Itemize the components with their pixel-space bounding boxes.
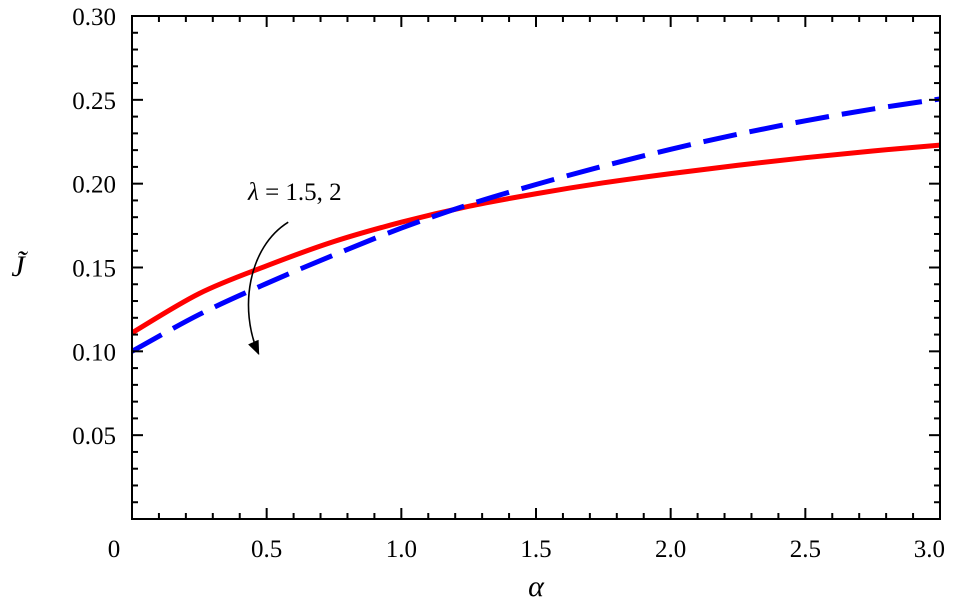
y-tick-label: 0.05 xyxy=(72,423,116,450)
y-tick-label: 0.10 xyxy=(72,339,116,366)
y-axis-label: J̃ xyxy=(11,250,28,283)
x-tick-label: 3.0 xyxy=(914,536,945,563)
annotation-label: λ = 1.5, 2 xyxy=(247,179,342,206)
y-tick-label: 0.25 xyxy=(72,88,116,115)
x-tick-label: 2.5 xyxy=(790,536,821,563)
solid-series-line xyxy=(132,142,940,336)
plot-frame xyxy=(131,15,941,520)
annotation-values: = 1.5, 2 xyxy=(259,179,342,206)
y-tick-label: 0.20 xyxy=(72,172,116,199)
x-axis-label: α xyxy=(528,570,545,603)
x-tick-label: 1.0 xyxy=(386,536,417,563)
dashed-series-line xyxy=(132,96,940,354)
x-tick-label: 0 xyxy=(108,536,121,563)
annotation-symbol: λ xyxy=(247,179,259,206)
y-tick-label: 0.30 xyxy=(72,4,116,31)
annotation-arrow xyxy=(247,221,289,356)
x-tick-label: 2.0 xyxy=(655,536,686,563)
y-tick-label: 0.15 xyxy=(72,256,116,283)
x-tick-label: 1.5 xyxy=(520,536,551,563)
x-tick-label: 0.5 xyxy=(251,536,282,563)
